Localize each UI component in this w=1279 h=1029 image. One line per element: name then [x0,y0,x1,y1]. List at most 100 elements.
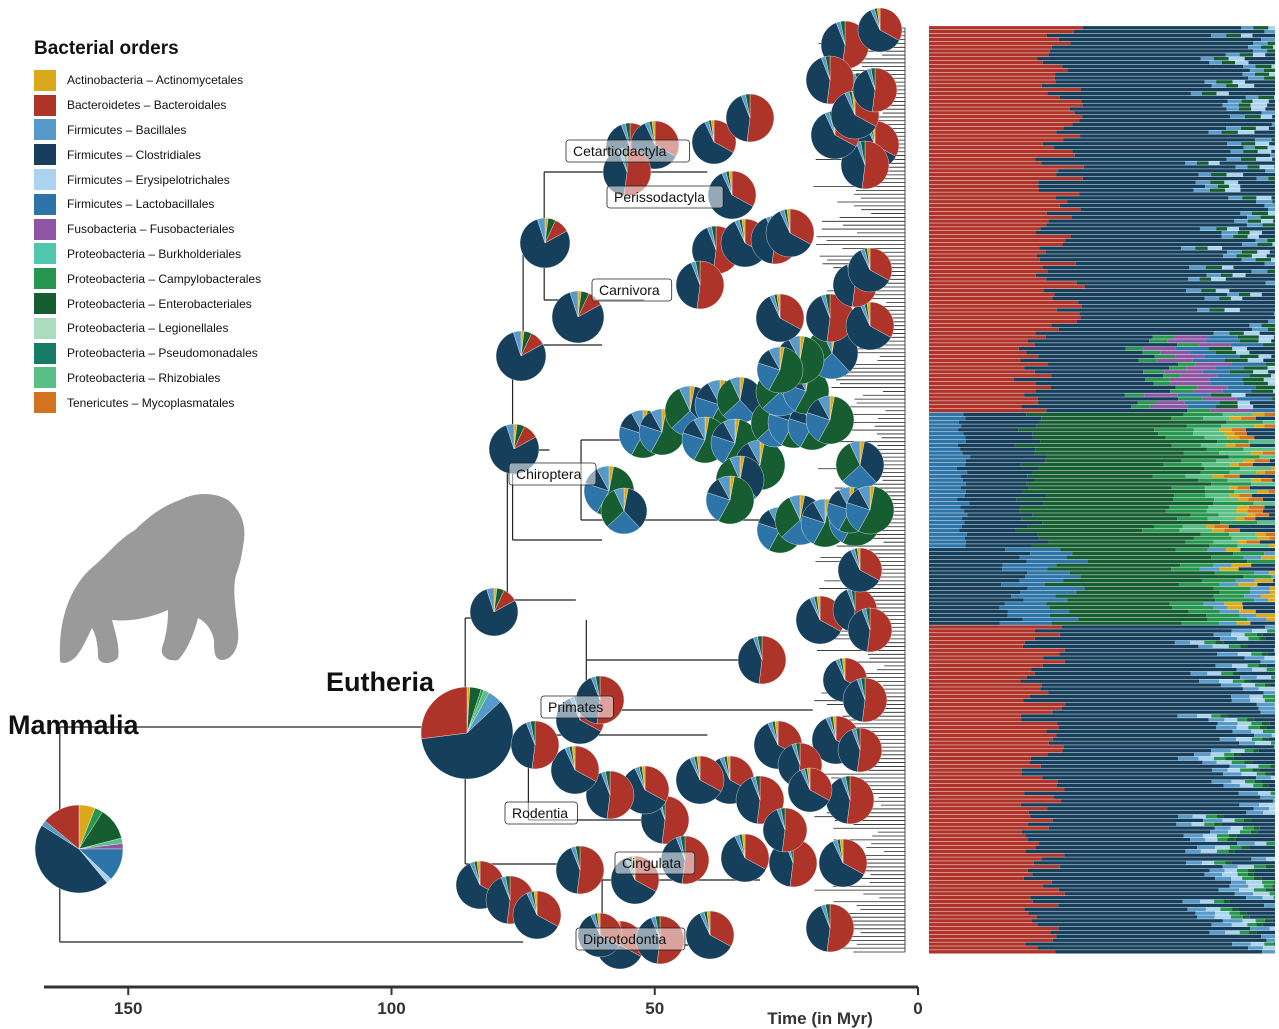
composition-bar [1265,636,1275,641]
composition-bar [1265,772,1272,776]
pie-slice [839,838,844,864]
composition-bar [1256,772,1266,776]
composition-bar [1023,598,1068,602]
legend-label: Firmicutes – Erysipelotrichales [67,172,230,187]
pie-slice [512,893,559,940]
composition-bar [969,501,1044,506]
composition-bar [1228,57,1245,61]
composition-bar [1082,115,1230,119]
composition-bar [1219,451,1252,455]
composition-bar [1181,621,1220,625]
composition-bar [1019,509,1166,513]
composition-bar [1274,648,1275,652]
composition-bar [1042,142,1228,146]
composition-bar [1241,142,1256,146]
composition-bar [1062,242,1243,247]
composition-bar [1048,219,1235,223]
clade-label-box [508,462,597,486]
composition-bar [1237,865,1254,869]
legend-item: Proteobacteria – Pseudomonadales [34,341,334,366]
composition-bar [929,899,1033,904]
composition-bar [1034,671,1191,676]
legend-swatch [34,268,56,290]
composition-bar [1256,776,1271,780]
composition-bar [1242,687,1259,691]
composition-bar [929,768,1022,772]
pie-slice [726,755,731,781]
composition-bar [1209,930,1225,935]
composition-bar [1175,548,1208,552]
composition-bar [1272,157,1275,161]
composition-bar [959,528,1015,533]
pie-slice [725,95,751,143]
composition-bar [1209,544,1238,548]
composition-bar [1225,861,1232,865]
composition-bar [1198,644,1213,649]
pie-slice [555,847,581,895]
pie-slice [860,140,866,166]
composition-bar [1240,752,1275,757]
composition-bar [1220,714,1228,718]
composition-bar [1216,760,1232,765]
composition-bar [929,211,1047,216]
composition-bar [1227,768,1241,772]
composition-bar [1178,814,1193,819]
pie-slice [805,905,831,953]
composition-bar [1202,397,1237,401]
composition-bar [929,149,1073,154]
composition-bar [967,470,1033,475]
composition-bar [929,702,1066,707]
composition-bar [1237,505,1249,509]
composition-bar [1228,524,1275,529]
composition-bar [1231,876,1243,881]
composition-bar [929,501,970,506]
composition-bar [929,385,1051,390]
composition-bar [1058,926,1251,931]
composition-bar [1262,923,1275,927]
composition-bar [929,103,1083,107]
pie-slice [810,113,857,160]
composition-bar [1234,432,1247,436]
legend-swatch [34,218,56,240]
composition-bar [1225,358,1248,362]
composition-bar [929,667,1032,672]
composition-bar [1174,493,1206,498]
pie-slice [845,775,851,801]
composition-bar [929,814,1031,819]
composition-bar [961,424,1037,428]
composition-bar [1153,524,1183,529]
composition-bar [1223,814,1275,819]
composition-bar [1055,80,1205,84]
composition-bar [1205,184,1218,189]
composition-bar [1076,319,1268,324]
composition-bar [1030,814,1179,819]
composition-bar [1272,45,1275,49]
composition-bar [970,455,1046,459]
composition-bar [929,176,1083,181]
composition-bar [1268,598,1275,602]
pie-slice [716,378,741,416]
pie-slice [840,20,846,46]
clade-label: Rodentia [512,805,568,821]
composition-bar [1252,462,1275,467]
composition-bar [929,749,1063,753]
composition-bar [1227,292,1239,297]
composition-bar [929,200,1068,204]
composition-bar [1024,791,1239,795]
composition-bar [1041,416,1172,420]
composition-bar [1236,834,1275,838]
composition-bar [1229,331,1244,335]
composition-bar [1227,837,1236,842]
composition-bar [929,227,1041,231]
pie-slice [789,494,801,521]
composition-bar [1226,157,1242,161]
composition-bar [1185,849,1201,853]
composition-bar [1255,532,1266,536]
composition-bar [1177,343,1199,347]
composition-bar [1242,919,1256,923]
pie-slice [758,635,787,685]
composition-bar [1170,381,1211,386]
composition-bar [1034,451,1184,455]
composition-bar [1250,942,1265,946]
